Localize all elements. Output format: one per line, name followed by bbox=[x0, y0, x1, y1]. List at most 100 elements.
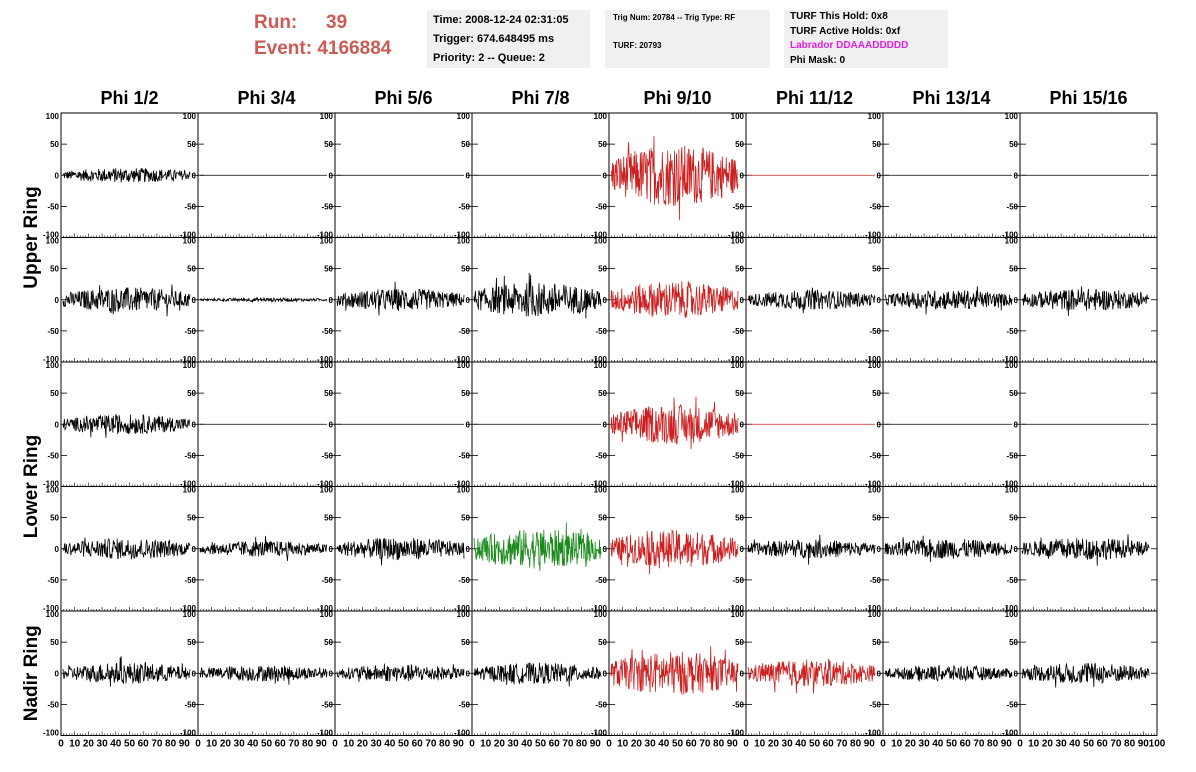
waveform-trace bbox=[610, 396, 739, 450]
y-tick-label: -100 bbox=[591, 231, 608, 240]
y-tick-label: 0 bbox=[1014, 669, 1019, 678]
y-tick-label: -50 bbox=[321, 202, 333, 211]
x-tick-label: 20 bbox=[220, 739, 232, 750]
y-tick-label: 50 bbox=[461, 389, 470, 398]
y-tick-label: -50 bbox=[732, 700, 744, 709]
x-tick-label: 50 bbox=[1083, 739, 1095, 750]
waveform-trace bbox=[62, 414, 191, 438]
x-tick-label: 20 bbox=[83, 739, 95, 750]
y-tick-label: -50 bbox=[184, 700, 196, 709]
waveform-trace bbox=[473, 662, 602, 687]
y-tick-label: 100 bbox=[457, 486, 471, 495]
y-tick-label: -100 bbox=[317, 231, 334, 240]
y-tick-label: 50 bbox=[1009, 265, 1018, 274]
y-tick-label: 100 bbox=[320, 112, 334, 121]
x-tick-label: 30 bbox=[645, 739, 657, 750]
y-tick-label: -50 bbox=[1006, 451, 1018, 460]
x-tick-label: 70 bbox=[699, 739, 711, 750]
y-tick-label: 0 bbox=[740, 420, 745, 429]
y-tick-label: 50 bbox=[461, 265, 470, 274]
y-tick-label: -100 bbox=[180, 729, 197, 738]
y-tick-label: 50 bbox=[461, 514, 470, 523]
x-tick-label: 0 bbox=[469, 739, 475, 750]
waveform-trace bbox=[610, 136, 739, 221]
x-tick-label: 40 bbox=[932, 739, 944, 750]
y-tick-label: -100 bbox=[865, 729, 882, 738]
y-tick-label: -50 bbox=[184, 202, 196, 211]
x-tick-label: 60 bbox=[412, 739, 424, 750]
x-tick-label: 30 bbox=[234, 739, 246, 750]
x-tick-label: 40 bbox=[110, 739, 122, 750]
y-tick-label: 50 bbox=[598, 140, 607, 149]
waveform-trace bbox=[199, 665, 328, 685]
waveform-trace bbox=[610, 529, 739, 575]
y-tick-label: 100 bbox=[183, 486, 197, 495]
x-tick-label: 0 bbox=[743, 739, 749, 750]
y-tick-label: 0 bbox=[740, 545, 745, 554]
x-tick-label: 0 bbox=[606, 739, 612, 750]
y-tick-label: -100 bbox=[728, 604, 745, 613]
y-tick-label: -100 bbox=[865, 480, 882, 489]
y-tick-label: 50 bbox=[324, 514, 333, 523]
y-tick-label: 50 bbox=[50, 265, 59, 274]
y-tick-label: 50 bbox=[324, 265, 333, 274]
run-event-block: Run: 39 Event: 4166884 bbox=[254, 10, 391, 62]
x-tick-label: 70 bbox=[151, 739, 163, 750]
y-tick-label: 100 bbox=[1005, 237, 1019, 246]
x-tick-label: 60 bbox=[549, 739, 561, 750]
y-tick-label: -100 bbox=[1002, 355, 1019, 364]
y-tick-label: 100 bbox=[457, 610, 471, 619]
y-tick-label: -50 bbox=[184, 576, 196, 585]
y-tick-label: 50 bbox=[461, 140, 470, 149]
y-tick-label: -50 bbox=[321, 576, 333, 585]
y-tick-label: -50 bbox=[595, 700, 607, 709]
y-tick-label: 0 bbox=[192, 669, 197, 678]
y-tick-label: 0 bbox=[192, 171, 197, 180]
run-label: Run: bbox=[254, 12, 298, 33]
y-tick-label: -100 bbox=[180, 231, 197, 240]
y-tick-label: 50 bbox=[324, 638, 333, 647]
x-tick-label: 90 bbox=[590, 739, 602, 750]
x-tick-label: 0 bbox=[195, 739, 201, 750]
y-tick-label: 50 bbox=[187, 389, 196, 398]
y-tick-label: -100 bbox=[43, 480, 60, 489]
y-tick-label: 0 bbox=[877, 669, 882, 678]
waveform-trace bbox=[336, 538, 465, 566]
y-tick-label: -100 bbox=[865, 231, 882, 240]
y-tick-label: 50 bbox=[50, 389, 59, 398]
priority-text: Priority: 2 -- Queue: 2 bbox=[433, 52, 545, 64]
x-tick-label: 0 bbox=[332, 739, 338, 750]
x-tick-label: 70 bbox=[836, 739, 848, 750]
y-tick-label: -50 bbox=[595, 202, 607, 211]
x-tick-label: 80 bbox=[576, 739, 588, 750]
waveform-trace bbox=[1021, 662, 1150, 688]
trig-num-text: Trig Num: 20784 -- Trig Type: RF bbox=[613, 13, 736, 22]
column-title: Phi 5/6 bbox=[374, 88, 432, 108]
y-tick-label: 50 bbox=[50, 514, 59, 523]
y-tick-label: 50 bbox=[598, 514, 607, 523]
waveform-trace bbox=[747, 534, 876, 565]
x-tick-label: 30 bbox=[1056, 739, 1068, 750]
y-tick-label: 100 bbox=[1005, 610, 1019, 619]
x-tick-label: 70 bbox=[288, 739, 300, 750]
y-tick-label: 0 bbox=[192, 545, 197, 554]
y-tick-label: 100 bbox=[731, 610, 745, 619]
column-title: Phi 15/16 bbox=[1049, 88, 1127, 108]
waveform-trace bbox=[884, 535, 1013, 563]
x-tick-label: 100 bbox=[1149, 739, 1166, 750]
row-label: Nadir Ring bbox=[21, 625, 42, 721]
y-tick-label: 0 bbox=[877, 296, 882, 305]
y-tick-label: 100 bbox=[457, 361, 471, 370]
y-tick-label: 100 bbox=[457, 237, 471, 246]
y-tick-label: 50 bbox=[598, 389, 607, 398]
waveform-trace bbox=[747, 658, 876, 694]
y-tick-label: -100 bbox=[591, 355, 608, 364]
y-tick-label: 0 bbox=[466, 296, 471, 305]
y-tick-label: 100 bbox=[183, 112, 197, 121]
y-tick-label: -100 bbox=[180, 480, 197, 489]
x-tick-label: 80 bbox=[987, 739, 999, 750]
y-tick-label: 100 bbox=[731, 486, 745, 495]
x-tick-label: 80 bbox=[439, 739, 451, 750]
y-tick-label: -50 bbox=[869, 202, 881, 211]
